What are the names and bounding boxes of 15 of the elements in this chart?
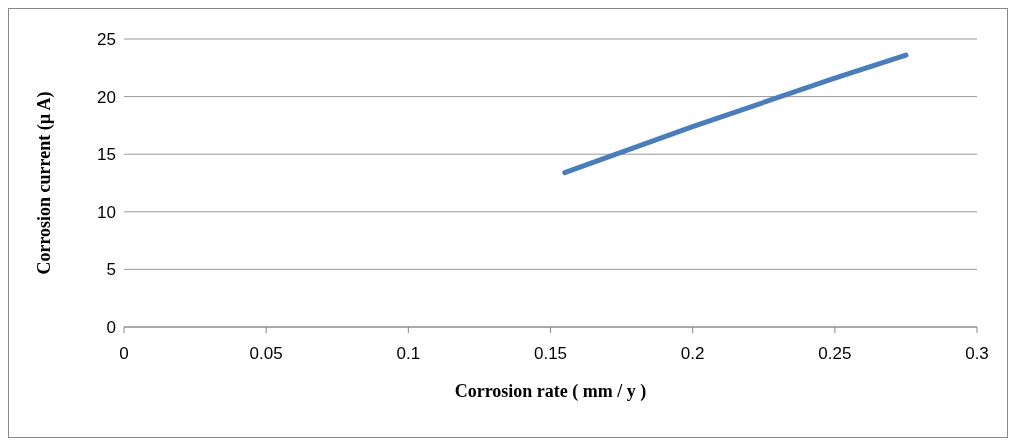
y-tick-label: 5 [106,260,116,280]
x-tick-label: 0 [119,344,129,364]
x-tick-label: 0.3 [965,344,989,364]
y-tick-label: 15 [97,145,116,165]
y-axis-title: Corrosion current (µ A) [34,91,56,275]
x-tick-label: 0.15 [533,344,568,364]
y-tick-label: 25 [97,30,116,50]
x-tick-label: 0.05 [249,344,283,364]
y-tick-label: 0 [106,318,116,338]
y-tick-label: 20 [97,87,116,107]
x-tick-label: 0.1 [396,344,421,364]
x-tick-label: 0.2 [680,344,705,364]
x-axis-title: Corrosion rate ( mm / y ) [454,381,647,402]
x-tick-label: 0.25 [818,344,852,364]
y-tick-label: 10 [97,202,116,222]
